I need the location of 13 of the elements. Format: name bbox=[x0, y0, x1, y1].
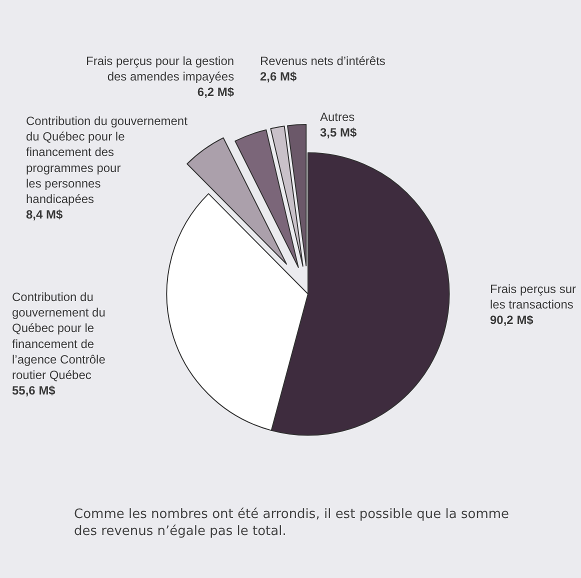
data-label: 6,2 M$ bbox=[197, 85, 234, 100]
data-label: 2,6 M$ bbox=[260, 70, 298, 84]
slice-label: Autres bbox=[320, 110, 355, 124]
data-label: 8,4 M$ bbox=[26, 208, 64, 222]
data-label: 55,6 M$ bbox=[12, 384, 56, 398]
slice-label: Frais perçus pour la gestion des amendes impayées bbox=[86, 54, 234, 84]
slice-label: Frais perçus sur les transactions bbox=[490, 282, 576, 312]
text: Comme les nombres ont été arrondis, il est possible que la somme des revenus n’égale pas le total. bbox=[74, 507, 510, 539]
slice-label: Contribution du gouvernement du Québec pour le financement de l’agence Contrôle routier Québec bbox=[12, 290, 106, 382]
data-label: 3,5 M$ bbox=[320, 126, 358, 140]
data-label: 90,2 M$ bbox=[490, 313, 534, 328]
slice-label: Contribution du gouvernement du Québec pour le financement des programmes pour les personnes handicapées bbox=[26, 114, 188, 206]
slice-label: Revenus nets d’intérêts bbox=[260, 54, 386, 68]
